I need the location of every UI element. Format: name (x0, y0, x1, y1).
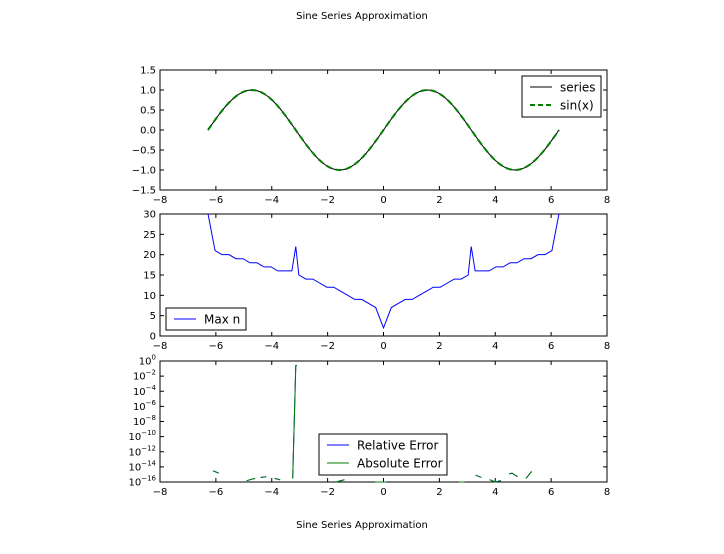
x-tick-label: −4 (264, 487, 279, 498)
x-tick-label: 8 (604, 341, 610, 352)
y-tick-label: 10−2 (133, 369, 156, 383)
legend-label: Max n (204, 313, 240, 327)
y-tick-label: 10−14 (128, 459, 156, 473)
figure-title-top: Sine Series Approximation (296, 11, 428, 22)
y-tick-label: 15 (143, 271, 156, 282)
series-line-absolute-error (525, 471, 532, 479)
panel-error: −8 −6 −4 −2 0 2 4 6 810010−210−410−610−810−1010−… (128, 354, 610, 499)
y-tick-label: 10−4 (133, 384, 157, 398)
x-tick-label: −8 (153, 195, 168, 206)
series-line-absolute-error (489, 479, 501, 483)
x-tick-label: 6 (548, 195, 554, 206)
y-tick-label: −0.5 (132, 146, 156, 157)
series-line-absolute-error (509, 472, 518, 478)
series-line-absolute-error (260, 476, 267, 478)
x-tick-label: 0 (380, 487, 386, 498)
y-tick-label: −1.0 (132, 166, 156, 177)
y-tick-label: 5 (150, 311, 156, 322)
x-tick-label: −8 (153, 341, 168, 352)
x-tick-label: −2 (320, 341, 335, 352)
y-tick-label: 1.5 (140, 66, 156, 77)
legend-label: Relative Error (357, 439, 439, 453)
series-line-max-n (207, 213, 560, 330)
legend-box (165, 307, 247, 331)
x-tick-label: 4 (492, 487, 498, 498)
x-tick-label: 6 (548, 487, 554, 498)
x-tick-label: −6 (209, 341, 224, 352)
x-tick-label: 6 (548, 341, 554, 352)
x-tick-label: 2 (436, 487, 442, 498)
y-tick-label: 10 (143, 291, 156, 302)
x-tick-label: −4 (264, 341, 279, 352)
x-tick-label: 8 (604, 195, 610, 206)
panel-sine-approximation: −8 −6 −4 −2 0 2 4 6 8 −1.5 −1.0 −0.5 0.0 0.5 1.0 1.5 ser… (132, 66, 610, 207)
x-tick-label: −8 (153, 487, 168, 498)
x-tick-label: −6 (209, 487, 224, 498)
x-tick-label: −2 (320, 487, 335, 498)
series-line-sinx (207, 88, 560, 172)
legend-label: sin(x) (560, 99, 594, 113)
series-line-absolute-error (475, 474, 482, 478)
y-tick-label: 1.0 (140, 86, 156, 97)
legend-label: Absolute Error (357, 457, 443, 471)
panel-max-n: −8 −6 −4 −2 0 2 4 6 8 0 5 10 15 20 25 30 Max n (143, 210, 610, 353)
x-tick-label: 4 (492, 195, 498, 206)
x-tick-label: 0 (380, 341, 386, 352)
legend-box (318, 433, 448, 476)
legend-label: series (560, 81, 596, 95)
y-tick-label: 10−12 (128, 444, 156, 458)
y-tick-label: 0.5 (140, 106, 156, 117)
x-tick-label: 2 (436, 341, 442, 352)
x-tick-label: −6 (209, 195, 224, 206)
legend-box (521, 75, 602, 118)
x-tick-label: −2 (320, 195, 335, 206)
series-line-absolute-error (212, 470, 219, 474)
y-tick-label: 0 (150, 332, 156, 343)
x-tick-label: −4 (264, 195, 279, 206)
series-line-absolute-error (274, 477, 281, 481)
y-tick-label: 10−8 (133, 414, 156, 428)
y-tick-label: 20 (143, 250, 156, 261)
series-line-absolute-error (292, 365, 297, 479)
y-tick-label: 10−6 (133, 399, 157, 413)
series-line-absolute-error (246, 477, 256, 482)
y-tick-label: 10−16 (128, 475, 156, 489)
y-tick-label: 30 (143, 210, 156, 221)
y-tick-label: 100 (139, 354, 156, 368)
x-tick-label: 8 (604, 487, 610, 498)
y-tick-label: 0.0 (140, 126, 156, 137)
y-tick-label: −1.5 (132, 186, 156, 197)
x-tick-label: 4 (492, 341, 498, 352)
figure-title-bottom: Sine Series Approximation (296, 520, 428, 531)
x-tick-label: 2 (436, 195, 442, 206)
x-tick-label: 0 (380, 195, 386, 206)
series-line-absolute-error (335, 479, 345, 483)
y-tick-label: 10−10 (128, 429, 156, 443)
y-tick-label: 25 (143, 230, 156, 241)
